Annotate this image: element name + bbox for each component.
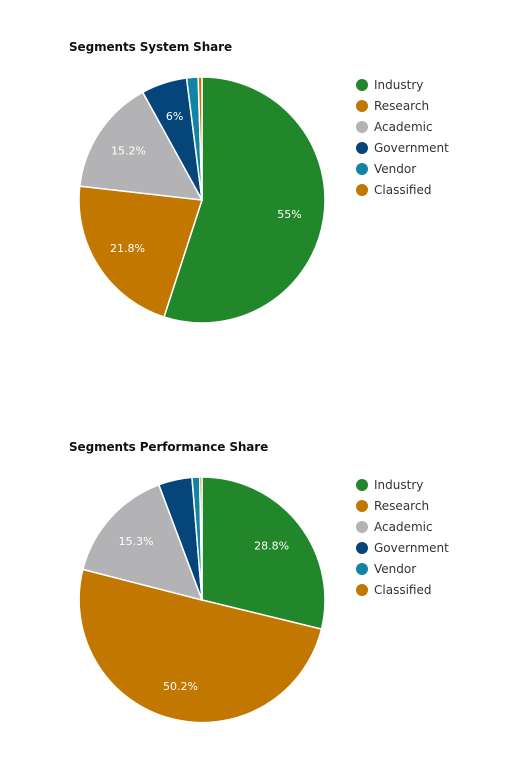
legend-swatch bbox=[356, 583, 368, 596]
legend-swatch bbox=[356, 120, 368, 133]
chart-title: Segments Performance Share bbox=[69, 440, 269, 454]
legend-label: Classified bbox=[374, 582, 432, 597]
pie-slice-academic bbox=[82, 484, 203, 601]
performance-share-chart: Segments Performance Share 28.8% 50.2% 15.… bbox=[0, 400, 509, 770]
legend-swatch bbox=[356, 162, 368, 175]
legend-label: Research bbox=[374, 98, 430, 113]
legend-swatch bbox=[356, 541, 368, 554]
legend-label: Academic bbox=[374, 119, 433, 134]
legend-swatch bbox=[356, 478, 368, 491]
pie-chart: 28.8% 50.2% 15.3% bbox=[78, 476, 326, 724]
pie-slice-research bbox=[78, 185, 203, 318]
pie-slice-industry bbox=[201, 476, 326, 630]
legend-label: Industry bbox=[374, 77, 424, 92]
legend-label: Vendor bbox=[374, 561, 417, 576]
legend-item-industry[interactable]: Industry bbox=[356, 474, 449, 495]
legend-item-classified[interactable]: Classified bbox=[356, 579, 449, 600]
pie-slice-classified bbox=[197, 76, 203, 201]
chart-legend: Industry Research Academic Government Vendor… bbox=[356, 474, 449, 600]
legend-swatch bbox=[356, 141, 368, 154]
legend-item-academic[interactable]: Academic bbox=[356, 116, 449, 137]
legend-item-research[interactable]: Research bbox=[356, 495, 449, 516]
legend-label: Industry bbox=[374, 477, 424, 492]
legend-item-industry[interactable]: Industry bbox=[356, 74, 449, 95]
legend-item-government[interactable]: Government bbox=[356, 137, 449, 158]
legend-item-government[interactable]: Government bbox=[356, 537, 449, 558]
system-share-chart: Segments System Share 55% 21.8% 15.2% 6% In… bbox=[0, 0, 509, 370]
pie-slice-industry bbox=[163, 76, 326, 324]
legend-label: Classified bbox=[374, 182, 432, 197]
slice-label-industry: 55% bbox=[277, 208, 301, 221]
legend-swatch bbox=[356, 499, 368, 512]
legend-swatch bbox=[356, 78, 368, 91]
legend-swatch bbox=[356, 520, 368, 533]
pie-chart: 55% 21.8% 15.2% 6% bbox=[78, 76, 326, 324]
slice-label-academic: 15.2% bbox=[111, 145, 146, 158]
slice-label-research: 50.2% bbox=[163, 680, 198, 693]
legend-item-classified[interactable]: Classified bbox=[356, 179, 449, 200]
slice-label-government: 6% bbox=[166, 110, 183, 123]
legend-item-vendor[interactable]: Vendor bbox=[356, 558, 449, 579]
legend-item-vendor[interactable]: Vendor bbox=[356, 158, 449, 179]
pie-slice-academic bbox=[79, 91, 203, 201]
legend-label: Government bbox=[374, 140, 449, 155]
legend-swatch bbox=[356, 183, 368, 196]
legend-label: Vendor bbox=[374, 161, 417, 176]
slice-label-academic: 15.3% bbox=[119, 535, 154, 548]
legend-label: Academic bbox=[374, 519, 433, 534]
legend-item-academic[interactable]: Academic bbox=[356, 516, 449, 537]
legend-swatch bbox=[356, 562, 368, 575]
legend-label: Research bbox=[374, 498, 430, 513]
chart-title: Segments System Share bbox=[69, 40, 233, 54]
legend-item-research[interactable]: Research bbox=[356, 95, 449, 116]
legend-swatch bbox=[356, 99, 368, 112]
pie-slice-research bbox=[78, 568, 323, 724]
chart-legend: Industry Research Academic Government Vendor… bbox=[356, 74, 449, 200]
slice-label-research: 21.8% bbox=[110, 242, 145, 255]
slice-label-industry: 28.8% bbox=[254, 539, 289, 552]
legend-label: Government bbox=[374, 540, 449, 555]
pie-slice-classified bbox=[198, 476, 203, 601]
